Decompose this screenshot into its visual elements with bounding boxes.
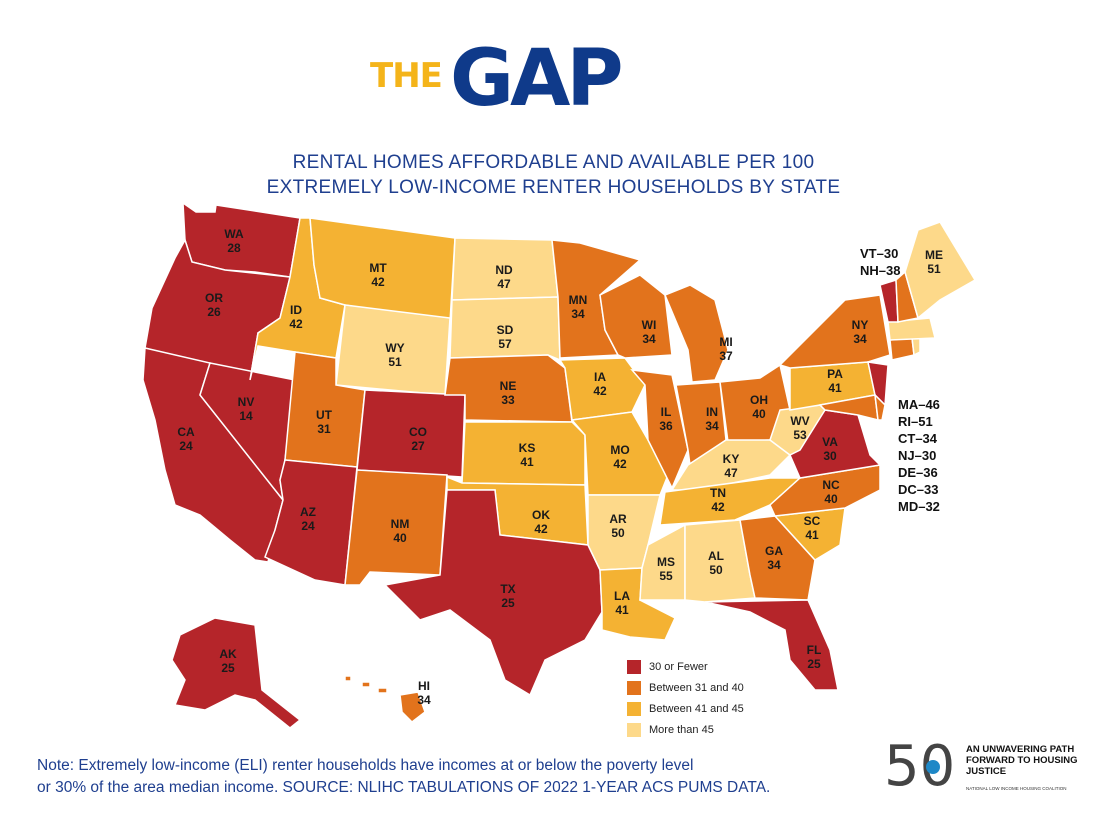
label-MN: MN 34 [569, 293, 588, 321]
state-NY[interactable] [778, 294, 891, 369]
label-OK: OK 42 [532, 508, 550, 536]
note-line1: Note: Extremely low-income (ELI) renter … [37, 757, 694, 774]
label-MS: MS 55 [657, 555, 675, 583]
logo-text: AN UNWAVERING PATH FORWARD TO HOUSING JU… [966, 744, 1078, 777]
state-SD[interactable] [449, 296, 561, 362]
title-gap: GAP [450, 34, 624, 124]
label-GA: GA 34 [765, 544, 783, 572]
state-HI-island-3 [377, 687, 388, 694]
subtitle-line2: EXTREMELY LOW-INCOME RENTER HOUSEHOLDS B… [266, 177, 841, 198]
label-AZ: AZ 24 [300, 505, 316, 533]
legend-item-30-or-fewer: 30 or Fewer [627, 656, 744, 677]
state-MS[interactable] [639, 523, 686, 601]
label-IN: IN 34 [705, 405, 719, 433]
label-MI: MI 37 [719, 335, 733, 363]
title-the: THE [370, 56, 443, 96]
state-RI[interactable] [911, 337, 921, 357]
label-ND: ND 47 [495, 263, 513, 291]
side-label-ct: CT–34 [898, 431, 938, 446]
legend-item-more-than-45: More than 45 [627, 719, 744, 740]
label-NM: NM 40 [391, 517, 410, 545]
label-ID: ID 42 [289, 303, 303, 331]
label-IL: IL 36 [659, 405, 673, 433]
label-CA: CA 24 [177, 425, 195, 453]
label-FL: FL 25 [807, 643, 822, 671]
state-KS[interactable] [461, 421, 586, 486]
label-AL: AL 50 [708, 549, 724, 577]
legend-label: 30 or Fewer [649, 660, 708, 673]
label-NC: NC 40 [822, 478, 840, 506]
state-FL[interactable] [704, 599, 839, 691]
state-MA[interactable] [887, 317, 936, 341]
label-MO: MO 42 [610, 443, 629, 471]
label-UT: UT 31 [316, 408, 333, 436]
legend-swatch [627, 659, 641, 674]
label-ME: ME 51 [925, 248, 943, 276]
label-KS: KS 41 [519, 441, 536, 469]
logo-org: NATIONAL LOW INCOME HOUSING COALITION [966, 786, 1067, 791]
label-CO: CO 27 [409, 425, 427, 453]
state-CT[interactable] [889, 337, 915, 361]
label-AR: AR 50 [609, 512, 627, 540]
state-TX[interactable] [383, 489, 603, 697]
label-TX: TX 25 [500, 582, 515, 610]
side-label-md: MD–32 [898, 499, 940, 514]
side-label-nj: NJ–30 [898, 448, 937, 463]
side-label-de: DE–36 [898, 465, 938, 480]
label-WI: WI 34 [642, 318, 657, 346]
legend: 30 or Fewer Between 31 and 40 Between 41… [627, 656, 744, 740]
state-MI[interactable] [664, 284, 729, 383]
state-AK[interactable] [171, 617, 302, 729]
legend-swatch [627, 722, 641, 737]
state-HI-island-1 [344, 675, 352, 682]
legend-item-31-40: Between 31 and 40 [627, 677, 744, 698]
label-OH: OH 40 [750, 393, 768, 421]
label-SD: SD 57 [497, 323, 514, 351]
label-PA: PA 41 [827, 367, 843, 395]
logo-number: 50 [884, 734, 956, 799]
legend-label: Between 31 and 40 [649, 681, 744, 694]
label-NY: NY 34 [852, 318, 869, 346]
label-AK: AK 25 [219, 647, 237, 675]
state-MO[interactable] [570, 411, 671, 496]
legend-swatch [627, 680, 641, 695]
label-NE: NE 33 [500, 379, 517, 407]
label-IA: IA 42 [593, 370, 607, 398]
subtitle-line1: RENTAL HOMES AFFORDABLE AND AVAILABLE PE… [292, 152, 815, 173]
side-label-vt: VT–30 [860, 246, 899, 261]
label-TN: TN 42 [710, 486, 726, 514]
side-label-ri: RI–51 [898, 414, 933, 429]
state-MD[interactable] [818, 394, 879, 421]
legend-swatch [627, 701, 641, 716]
side-label-ma: MA–46 [898, 397, 940, 412]
state-DE[interactable] [873, 392, 886, 421]
label-SC: SC 41 [804, 514, 821, 542]
state-WI[interactable] [599, 274, 673, 359]
label-WY: WY 51 [385, 341, 404, 369]
side-label-dc: DC–33 [898, 482, 939, 497]
label-KY: KY 47 [723, 452, 740, 480]
label-VA: VA 30 [822, 435, 838, 463]
house-icon [926, 760, 940, 774]
nlihc-50-logo: 50 AN UNWAVERING PATH FORWARD TO HOUSING… [884, 734, 1084, 800]
state-NM[interactable] [344, 469, 448, 586]
state-ME[interactable] [904, 221, 977, 320]
label-WA: WA 28 [224, 227, 244, 255]
state-HI[interactable] [399, 691, 426, 723]
label-WV: WV 53 [790, 414, 809, 442]
side-label-nh: NH–38 [860, 263, 901, 278]
state-NE[interactable] [444, 354, 573, 423]
label-MT: MT 42 [369, 261, 387, 289]
legend-item-41-45: Between 41 and 45 [627, 698, 744, 719]
legend-label: More than 45 [649, 723, 714, 736]
note-line2: or 30% of the area median income. SOURCE… [37, 779, 771, 796]
state-IL[interactable] [630, 369, 689, 490]
label-LA: LA 41 [614, 589, 630, 617]
label-HI: HI 34 [417, 679, 431, 707]
label-NV: NV 14 [238, 395, 255, 423]
state-HI-island-2 [361, 681, 371, 688]
legend-label: Between 41 and 45 [649, 702, 744, 715]
label-OR: OR 26 [205, 291, 223, 319]
